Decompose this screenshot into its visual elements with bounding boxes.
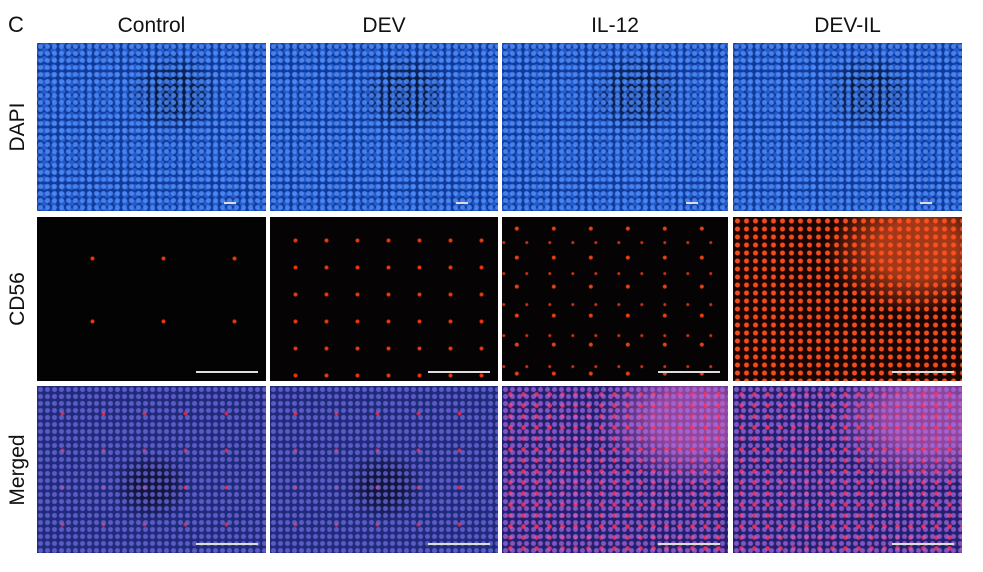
scale-bar <box>428 371 490 373</box>
scale-bar <box>892 371 954 373</box>
row-label: Merged <box>6 433 29 506</box>
micrograph <box>270 217 498 381</box>
micrograph <box>37 217 266 381</box>
row-label: CD56 <box>6 272 29 326</box>
micrograph <box>733 43 962 211</box>
micrograph <box>502 386 728 553</box>
panel-label: C <box>8 12 24 37</box>
scale-bar <box>892 543 954 545</box>
column-header: DEV <box>362 14 406 37</box>
scale-bar <box>658 371 720 373</box>
micrograph <box>37 386 266 553</box>
scale-bar <box>196 543 258 545</box>
scale-bar <box>686 202 698 204</box>
scale-bar <box>456 202 468 204</box>
scale-bar <box>196 371 258 373</box>
scale-bar <box>920 202 932 204</box>
column-header: Control <box>117 14 186 37</box>
micrograph <box>270 43 498 211</box>
scale-bar <box>224 202 236 204</box>
row-label: DAPI <box>6 102 29 152</box>
micrograph <box>37 43 266 211</box>
column-header: DEV-IL <box>814 14 881 37</box>
micrograph <box>270 386 498 553</box>
scale-bar <box>658 543 720 545</box>
micrograph <box>502 217 728 381</box>
micrograph <box>502 43 728 211</box>
micrograph <box>733 217 962 381</box>
scale-bar <box>428 543 490 545</box>
column-header: IL-12 <box>591 14 639 37</box>
micrograph <box>733 386 962 553</box>
